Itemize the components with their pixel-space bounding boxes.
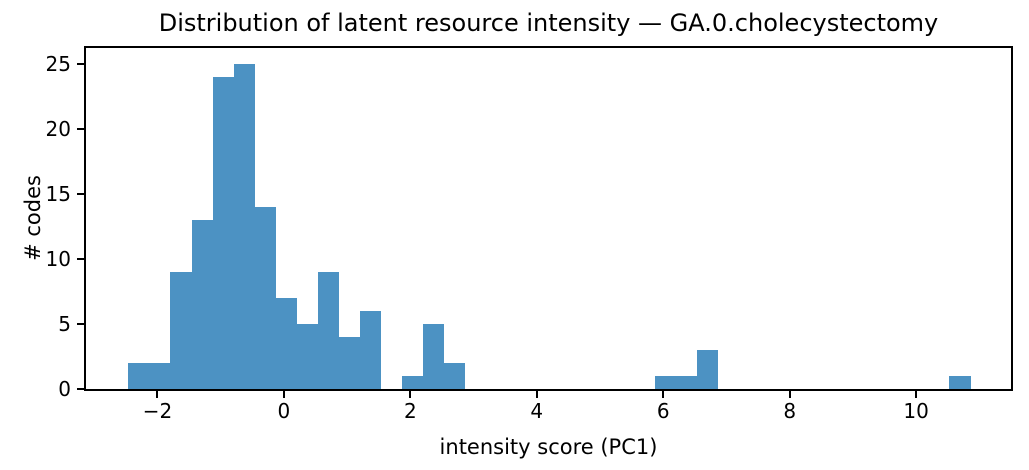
x-tick-mark bbox=[409, 391, 412, 398]
x-tick-mark bbox=[788, 391, 791, 398]
x-tick-label: 0 bbox=[277, 399, 291, 423]
x-tick-label: 2 bbox=[403, 399, 417, 423]
y-tick-mark bbox=[77, 193, 84, 196]
y-tick-label: 25 bbox=[45, 52, 71, 77]
x-tick-label: −2 bbox=[142, 399, 173, 423]
x-tick-label: 10 bbox=[903, 399, 929, 423]
x-tick-label: 6 bbox=[656, 399, 670, 423]
chart-title: Distribution of latent resource intensit… bbox=[158, 9, 939, 37]
y-tick-mark bbox=[77, 63, 84, 66]
x-tick-mark bbox=[535, 391, 538, 398]
y-tick-label: 5 bbox=[58, 312, 71, 337]
x-tick-mark bbox=[156, 391, 159, 398]
x-tick-mark bbox=[915, 391, 918, 398]
y-tick-label: 20 bbox=[45, 117, 71, 142]
y-tick-mark bbox=[77, 323, 84, 326]
x-tick-mark bbox=[282, 391, 285, 398]
y-tick-mark bbox=[77, 258, 84, 261]
x-tick-mark bbox=[662, 391, 665, 398]
y-tick-mark bbox=[77, 388, 84, 390]
y-tick-label: 0 bbox=[58, 377, 71, 401]
x-axis-label: intensity score (PC1) bbox=[439, 435, 658, 459]
x-tick-label: 8 bbox=[783, 399, 797, 423]
x-tick-label: 4 bbox=[530, 399, 544, 423]
y-tick-mark bbox=[77, 128, 84, 131]
y-axis-label: # codes bbox=[21, 175, 45, 261]
plot-area bbox=[84, 46, 1013, 391]
